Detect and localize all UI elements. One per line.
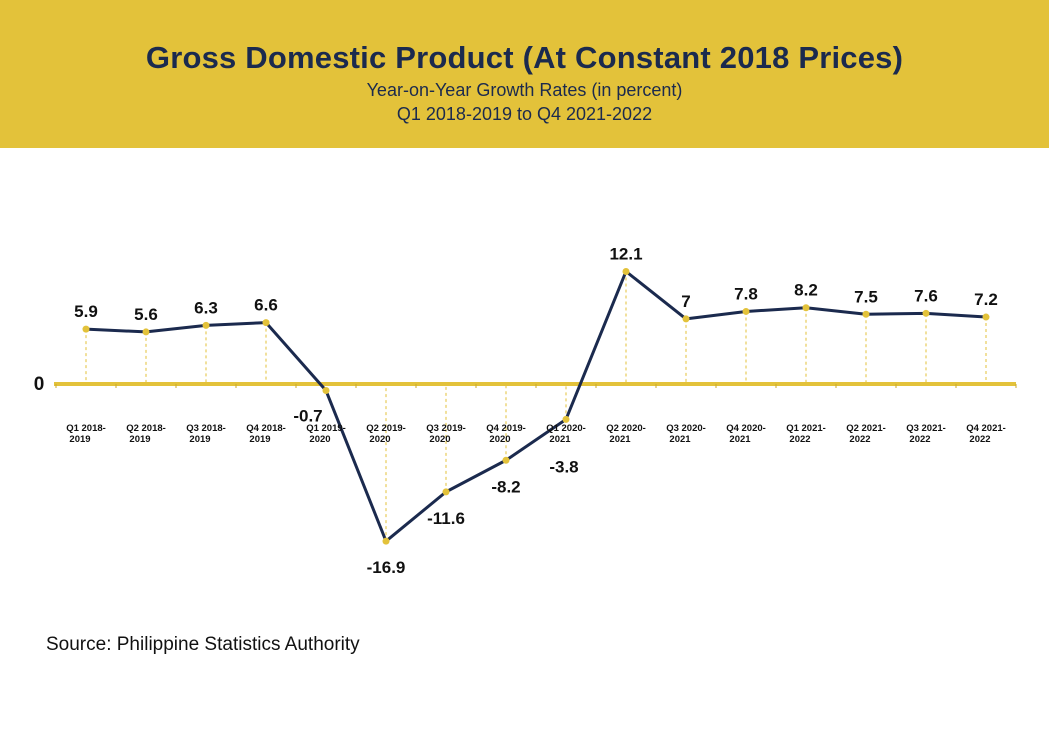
x-tick-label: Q4 2018-	[246, 423, 286, 434]
x-tick-label: 2020	[369, 434, 390, 445]
data-label: -11.6	[427, 509, 465, 528]
x-tick-label: 2022	[849, 434, 870, 445]
header-banner	[0, 0, 1049, 148]
data-point	[502, 456, 510, 464]
data-label: 6.3	[194, 298, 218, 317]
data-point	[622, 267, 630, 275]
x-tick-label: Q2 2020-	[606, 423, 646, 434]
data-label: 7.6	[914, 286, 938, 305]
x-tick-label: 2022	[969, 434, 990, 445]
chart-period: Q1 2018-2019 to Q4 2021-2022	[396, 104, 653, 124]
data-point	[802, 304, 810, 312]
data-label: 7.8	[734, 284, 758, 303]
data-label: -8.2	[491, 477, 520, 496]
x-tick-label: Q3 2018-	[186, 423, 226, 434]
x-tick-label: 2022	[789, 434, 810, 445]
data-point	[742, 307, 750, 315]
x-tick-label: Q3 2019-	[426, 423, 466, 434]
x-tick-label: 2020	[429, 434, 450, 445]
data-label: 7.5	[854, 287, 878, 306]
x-tick-label: Q1 2019-	[306, 423, 346, 434]
chart-subtitle: Year-on-Year Growth Rates (in percent)	[366, 80, 683, 100]
data-point	[982, 313, 990, 321]
data-label: 6.6	[254, 296, 278, 315]
x-tick-label: 2019	[69, 434, 90, 445]
data-point	[82, 325, 90, 333]
source-note: Source: Philippine Statistics Authority	[46, 634, 360, 655]
data-point	[562, 415, 570, 423]
data-point	[442, 488, 450, 496]
x-tick-label: Q1 2018-	[66, 423, 106, 434]
data-point	[682, 315, 690, 323]
data-point	[322, 387, 330, 395]
data-point	[262, 319, 270, 327]
data-point	[202, 321, 210, 329]
x-tick-label: Q2 2018-	[126, 423, 166, 434]
data-point	[922, 309, 930, 317]
x-tick-label: Q2 2021-	[846, 423, 886, 434]
gdp-series-line	[85, 269, 987, 543]
x-tick-label: Q1 2021-	[786, 423, 826, 434]
x-tick-label: 2022	[909, 434, 930, 445]
x-tick-label: Q4 2020-	[726, 423, 766, 434]
x-tick-label: Q1 2020-	[546, 423, 586, 434]
x-tick-label: 2019	[129, 434, 150, 445]
page-title: Gross Domestic Product (At Constant 2018…	[145, 40, 904, 75]
x-tick-label: 2021	[549, 434, 571, 445]
x-tick-label: Q4 2021-	[966, 423, 1006, 434]
data-label: 5.9	[74, 302, 98, 321]
x-tick-label: Q4 2019-	[486, 423, 526, 434]
data-label: 7	[681, 292, 690, 311]
x-tick-label: 2020	[309, 434, 330, 445]
data-label: -3.8	[549, 457, 578, 476]
x-tick-label: 2021	[609, 434, 631, 445]
data-label: 12.1	[609, 244, 642, 263]
data-label: -16.9	[367, 558, 406, 577]
x-tick-label: 2021	[729, 434, 751, 445]
x-tick-label: Q2 2019-	[366, 423, 406, 434]
zero-axis-label: 0	[34, 374, 45, 395]
data-label: 7.2	[974, 290, 998, 309]
x-tick-label: Q3 2021-	[906, 423, 946, 434]
data-label: -0.7	[293, 407, 322, 426]
x-tick-label: 2019	[189, 434, 210, 445]
x-tick-label: Q3 2020-	[666, 423, 706, 434]
data-point	[382, 537, 390, 545]
x-tick-label: 2021	[669, 434, 691, 445]
data-point	[142, 328, 150, 336]
data-label: 8.2	[794, 281, 818, 300]
data-point	[862, 310, 870, 318]
x-tick-label: 2020	[489, 434, 510, 445]
x-tick-label: 2019	[249, 434, 270, 445]
data-label: 5.6	[134, 305, 158, 324]
